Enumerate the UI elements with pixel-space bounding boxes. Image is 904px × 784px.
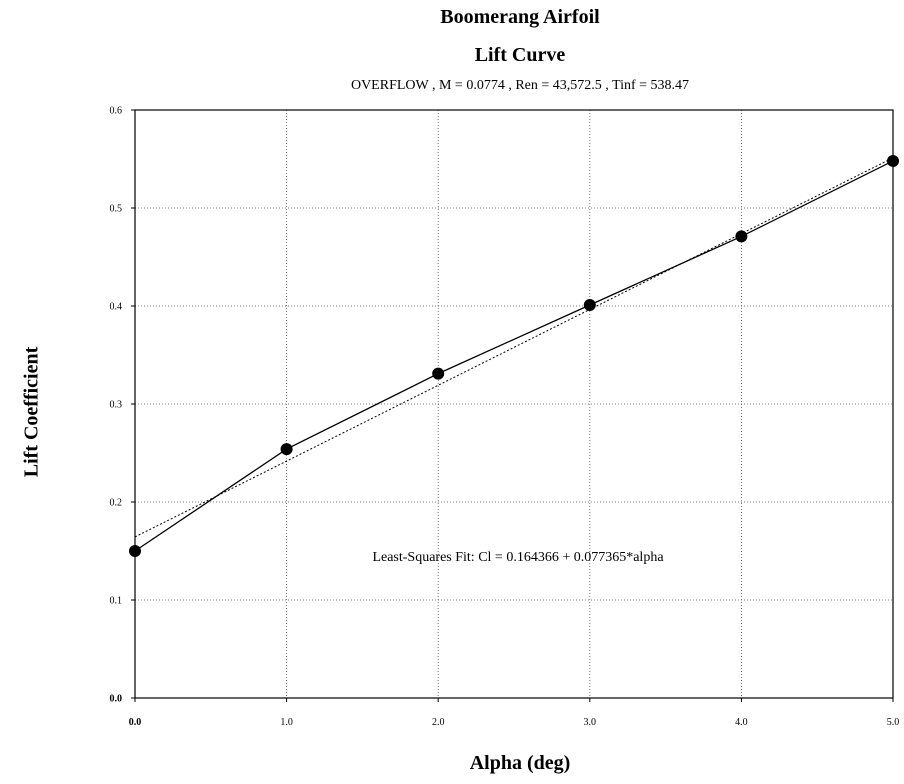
x-tick-label: 1.0 bbox=[280, 717, 293, 728]
data-point bbox=[887, 154, 899, 167]
y-tick-label: 0.5 bbox=[110, 204, 123, 215]
x-tick-label: 5.0 bbox=[887, 717, 900, 728]
chart-caption: OVERFLOW , M = 0.0774 , Ren = 43,572.5 ,… bbox=[350, 78, 690, 93]
y-tick-label: 0.0 bbox=[110, 694, 123, 705]
grid bbox=[135, 110, 893, 698]
y-tick-label: 0.1 bbox=[110, 596, 123, 607]
data-point bbox=[432, 367, 445, 380]
y-tick-label: 0.3 bbox=[110, 400, 123, 411]
x-tick-label: 4.0 bbox=[735, 717, 748, 728]
series-group bbox=[129, 154, 899, 557]
x-axis-label: Alpha (deg) bbox=[469, 752, 571, 774]
x-tick-label: 3.0 bbox=[584, 717, 597, 728]
y-tick-label: 0.4 bbox=[110, 302, 123, 313]
data-point bbox=[735, 230, 748, 243]
axis-ticks: 0.0 1.0 2.0 3.0 4.0 5.0 0.0 0.1 0.2 0.3 0.4 0.5 0.6 bbox=[110, 106, 900, 729]
x-tick-label: 0.0 bbox=[129, 717, 142, 728]
y-tick-label: 0.6 bbox=[110, 106, 123, 117]
fit-equation-label: Least-Squares Fit: Cl = 0.164366 + 0.077… bbox=[372, 550, 664, 565]
data-point bbox=[280, 443, 293, 456]
data-point bbox=[583, 299, 596, 312]
data-point bbox=[129, 545, 141, 557]
y-tick-label: 0.2 bbox=[110, 498, 123, 509]
fit-line-group bbox=[134, 157, 894, 538]
x-tick-label: 2.0 bbox=[432, 717, 445, 728]
chart-subtitle: Lift Curve bbox=[474, 44, 566, 66]
chart-title: Boomerang Airfoil bbox=[440, 6, 600, 28]
fit-line bbox=[134, 157, 894, 538]
series-line bbox=[134, 160, 894, 552]
